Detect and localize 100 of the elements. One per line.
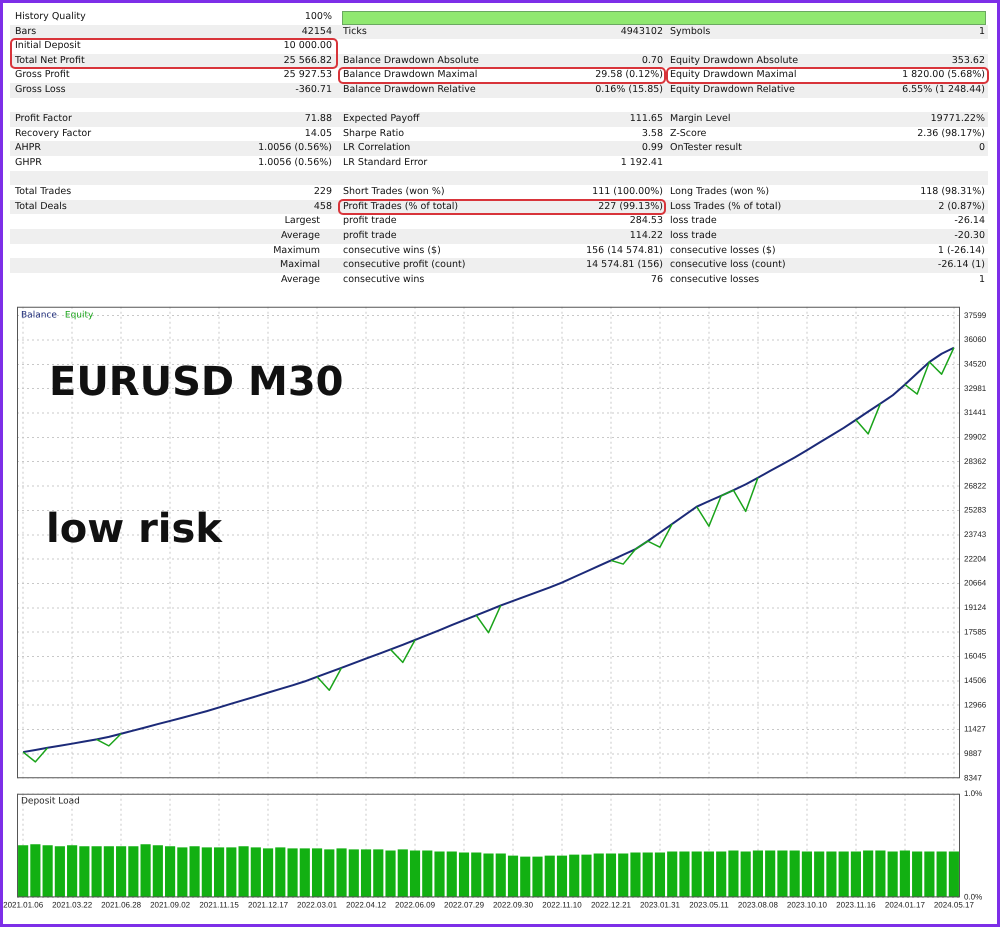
y-tick-label: 25283 [964,506,987,515]
text: 0.99 [642,141,663,156]
bar [704,851,714,898]
y-tick-label: 19124 [964,603,987,612]
bar [312,848,322,898]
bar [544,856,555,898]
text: profit trade [343,229,397,243]
text: Largest [284,214,320,228]
text: LR Standard Error [343,156,428,170]
y-tick-label: 9887 [964,749,982,758]
bar [226,847,236,898]
text: Average [280,272,320,287]
text: 19771.22% [930,112,985,126]
x-tick-label: 2022.07.29 [444,900,485,910]
text: LR Correlation [343,141,410,156]
y-tick-label: 32981 [964,384,987,393]
y-tick-label: 14506 [964,676,987,686]
text: 0.16% (15.85) [595,83,663,97]
y-tick-label: 37599 [964,310,987,320]
text: Total Deals [15,200,67,214]
bar [618,854,628,898]
text: Average [280,229,320,243]
y-tick-label: 20664 [964,578,987,588]
text: -26.14 (1) [938,258,985,272]
text: Maximum [273,244,320,258]
bar [458,852,470,898]
bar [924,851,934,898]
text: 111 (100.00%) [592,185,663,200]
bar [728,850,739,898]
bar [250,847,261,898]
bar [190,846,200,898]
bar [287,848,298,898]
bar [398,849,408,898]
bar [152,845,163,898]
bar [790,850,800,898]
x-tick-label: 2022.03.01 [297,900,338,910]
y-tick-label: 23743 [964,530,987,539]
y-tick-label: 16045 [964,652,987,661]
bar [336,848,347,898]
x-tick-label: 2021.12.17 [248,900,289,910]
text: Z-Score [670,126,706,141]
y-tick-label: 11427 [964,724,986,734]
bar [177,847,188,898]
bar [324,849,334,898]
x-tick-label: 2021.11.15 [199,900,240,910]
bar [385,850,396,898]
text: 6.55% (1 248.44) [902,83,985,97]
bar [765,850,776,898]
y-tick-label: 12966 [964,700,987,710]
bar [900,850,910,898]
text: Symbols [670,24,710,39]
bar [532,856,543,898]
text: 0.70 [642,54,663,68]
y-tick-label: 28362 [964,456,987,466]
bar [520,856,530,898]
text: Maximal [280,258,320,272]
bar [508,856,518,898]
text: 2 (0.87%) [938,200,985,214]
annotation: EURUSD M30 [49,358,344,405]
x-tick-label: 2024.01.17 [884,900,926,910]
bar [104,846,114,898]
text: 10 000.00 [284,39,332,54]
x-tick-label: 2022.12.21 [590,900,632,910]
bar [446,851,457,898]
bar [752,850,764,898]
x-tick-label: 2023.01.31 [640,900,681,910]
chart-title: Deposit Load [21,796,80,807]
text: AHPR [15,141,41,156]
bar [79,846,90,898]
bar [556,856,568,898]
bar [716,851,726,898]
x-tick-label: 2023.10.10 [786,900,828,910]
text: Balance Drawdown Maximal [343,68,478,82]
text: Short Trades (won %) [343,185,445,200]
y-tick-label: 26822 [964,481,987,490]
text: 29.58 (0.12%) [595,68,663,82]
bar [471,852,482,898]
text: profit trade [343,214,397,228]
text: Long Trades (won %) [670,185,770,200]
text: 14 574.81 (156) [586,258,663,272]
text: 4943102 [620,24,663,39]
text: 1.0056 (0.56%) [258,156,332,170]
text: loss trade [670,214,717,228]
bar [238,846,249,898]
annotation: low risk [46,506,224,552]
bar [214,847,224,898]
text: Recovery Factor [15,126,92,141]
text: History Quality [15,10,86,24]
text: 284.53 [630,214,663,228]
text: Margin Level [670,112,731,126]
bar [18,845,28,898]
text: Total Net Profit [15,54,85,68]
y-tick-label: 17585 [964,627,987,636]
text: 0 [978,141,985,156]
bar [54,846,65,898]
text: Sharpe Ratio [343,126,404,141]
y-tick-label: 1.0% [964,789,982,798]
text: 1 [978,272,985,287]
bar [692,851,702,898]
x-tick-label: 2023.05.11 [689,900,730,910]
